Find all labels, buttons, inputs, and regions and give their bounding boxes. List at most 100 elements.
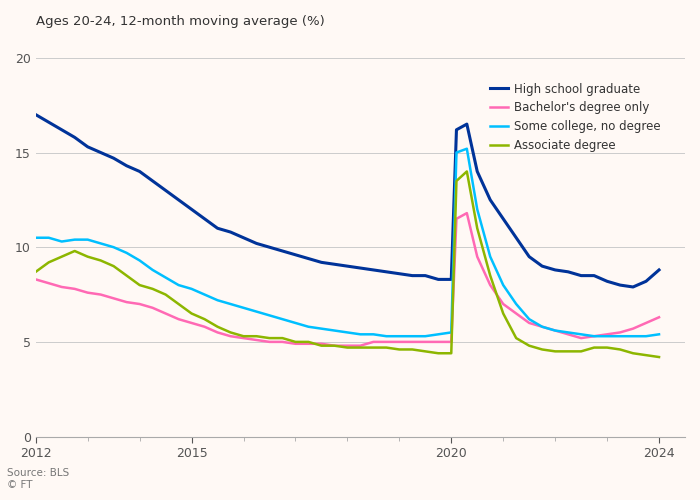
High school graduate <box>239 234 248 240</box>
High school graduate <box>452 127 461 133</box>
High school graduate <box>356 265 365 271</box>
Some college, no degree <box>162 274 170 280</box>
Bachelor's degree only <box>421 339 430 345</box>
High school graduate <box>434 276 442 282</box>
Some college, no degree <box>434 332 442 338</box>
High school graduate <box>162 188 170 194</box>
Associate degree <box>122 272 131 278</box>
Some college, no degree <box>135 258 143 264</box>
High school graduate <box>343 263 351 269</box>
Some college, no degree <box>395 333 403 339</box>
Associate degree <box>148 286 157 292</box>
Associate degree <box>577 348 585 354</box>
Associate degree <box>616 346 624 352</box>
Associate degree <box>239 333 248 339</box>
Associate degree <box>45 260 53 266</box>
High school graduate <box>512 234 520 240</box>
Associate degree <box>395 346 403 352</box>
Bachelor's degree only <box>239 335 248 341</box>
Associate degree <box>564 348 573 354</box>
Some college, no degree <box>452 150 461 156</box>
Some college, no degree <box>71 236 79 242</box>
Some college, no degree <box>83 236 92 242</box>
Some college, no degree <box>122 250 131 256</box>
Some college, no degree <box>226 301 234 307</box>
Bachelor's degree only <box>57 284 66 290</box>
High school graduate <box>421 272 430 278</box>
Text: Ages 20-24, 12-month moving average (%): Ages 20-24, 12-month moving average (%) <box>36 15 325 28</box>
Associate degree <box>214 324 222 330</box>
Some college, no degree <box>32 234 40 240</box>
Associate degree <box>174 301 183 307</box>
Associate degree <box>135 282 143 288</box>
Bachelor's degree only <box>188 320 196 326</box>
Associate degree <box>226 330 234 336</box>
Some college, no degree <box>97 240 105 246</box>
Bachelor's degree only <box>473 254 482 260</box>
Bachelor's degree only <box>369 339 377 345</box>
High school graduate <box>525 254 533 260</box>
Associate degree <box>629 350 637 356</box>
Some college, no degree <box>265 312 274 318</box>
High school graduate <box>291 252 300 258</box>
Associate degree <box>499 310 508 316</box>
Bachelor's degree only <box>434 339 442 345</box>
Bachelor's degree only <box>654 314 663 320</box>
High school graduate <box>408 272 416 278</box>
Bachelor's degree only <box>122 299 131 305</box>
Bachelor's degree only <box>265 339 274 345</box>
Some college, no degree <box>499 282 508 288</box>
High school graduate <box>214 226 222 232</box>
Bachelor's degree only <box>603 332 611 338</box>
Bachelor's degree only <box>252 337 260 343</box>
Bachelor's degree only <box>408 339 416 345</box>
Bachelor's degree only <box>590 333 598 339</box>
High school graduate <box>265 244 274 250</box>
High school graduate <box>486 197 494 203</box>
Bachelor's degree only <box>512 310 520 316</box>
Bachelor's degree only <box>642 320 650 326</box>
High school graduate <box>564 269 573 275</box>
Some college, no degree <box>317 326 326 332</box>
High school graduate <box>629 284 637 290</box>
Some college, no degree <box>57 238 66 244</box>
Associate degree <box>642 352 650 358</box>
Associate degree <box>291 339 300 345</box>
Associate degree <box>200 316 209 322</box>
High school graduate <box>174 197 183 203</box>
Bachelor's degree only <box>629 326 637 332</box>
Some college, no degree <box>408 333 416 339</box>
Associate degree <box>654 354 663 360</box>
High school graduate <box>279 248 287 254</box>
Associate degree <box>83 254 92 260</box>
Associate degree <box>434 350 442 356</box>
Associate degree <box>343 344 351 350</box>
High school graduate <box>200 216 209 222</box>
High school graduate <box>654 267 663 273</box>
Line: Bachelor's degree only: Bachelor's degree only <box>36 213 659 346</box>
Bachelor's degree only <box>71 286 79 292</box>
Some college, no degree <box>538 324 547 330</box>
Some college, no degree <box>200 292 209 298</box>
Some college, no degree <box>616 333 624 339</box>
Some college, no degree <box>447 330 456 336</box>
Associate degree <box>382 344 391 350</box>
Bachelor's degree only <box>83 290 92 296</box>
Bachelor's degree only <box>291 341 300 347</box>
Some college, no degree <box>174 282 183 288</box>
Some college, no degree <box>577 332 585 338</box>
Some college, no degree <box>564 330 573 336</box>
Associate degree <box>590 344 598 350</box>
Associate degree <box>71 248 79 254</box>
Some college, no degree <box>330 328 339 334</box>
Associate degree <box>162 292 170 298</box>
High school graduate <box>616 282 624 288</box>
High school graduate <box>32 112 40 117</box>
Some college, no degree <box>291 320 300 326</box>
Some college, no degree <box>629 333 637 339</box>
Bachelor's degree only <box>32 276 40 282</box>
Some college, no degree <box>239 305 248 311</box>
Some college, no degree <box>551 328 559 334</box>
Bachelor's degree only <box>109 296 118 302</box>
Some college, no degree <box>512 301 520 307</box>
